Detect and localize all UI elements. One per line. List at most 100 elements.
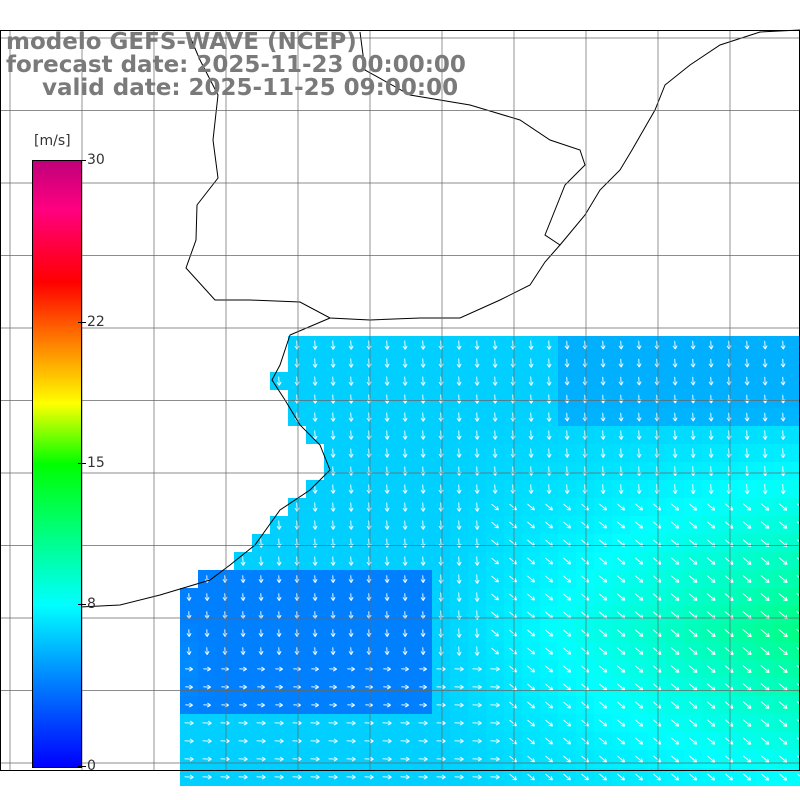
wind-arrow — [760, 647, 770, 656]
wind-arrow — [490, 720, 500, 726]
wind-arrow — [580, 593, 590, 601]
valid-date: valid date: 2025-11-25 09:00:00 — [42, 75, 459, 101]
wind-arrow — [527, 737, 535, 745]
wind-arrow — [220, 720, 230, 726]
wind-arrow — [545, 503, 553, 511]
wind-arrow — [528, 412, 534, 422]
wind-arrow — [708, 412, 714, 422]
wind-arrow — [546, 412, 552, 422]
wind-arrow — [456, 556, 462, 566]
wind-arrow — [581, 503, 590, 511]
colorbar-tick-label: 0 — [87, 758, 96, 774]
colorbar-unit: [m/s] — [34, 133, 71, 149]
wind-arrow — [491, 593, 499, 601]
wind-speed-field — [180, 336, 800, 786]
wind-arrow — [599, 755, 608, 763]
wind-arrow — [563, 773, 571, 781]
wind-arrow — [491, 647, 499, 655]
wind-arrow — [186, 593, 192, 601]
wind-arrow — [796, 773, 800, 777]
wind-arrow — [527, 629, 536, 637]
wind-arrow — [762, 484, 768, 495]
wind-arrow — [384, 340, 390, 350]
wind-arrow — [312, 593, 318, 601]
wind-arrow — [690, 358, 696, 368]
wind-arrow — [672, 430, 678, 440]
wind-arrow — [744, 484, 750, 495]
wind-arrow — [418, 720, 428, 726]
wind-arrow — [778, 773, 788, 781]
wind-arrow — [634, 665, 644, 673]
wind-arrow — [706, 665, 716, 673]
wind-arrow — [760, 737, 770, 745]
colorbar-tick-label: 30 — [87, 152, 105, 168]
wind-arrow — [796, 665, 800, 669]
wind-arrow — [329, 684, 337, 690]
wind-arrow — [202, 720, 212, 726]
colorbar-tick-label: 15 — [87, 455, 105, 471]
wind-arrow — [420, 556, 426, 566]
wind-arrow — [670, 557, 680, 565]
wind-arrow — [384, 575, 390, 583]
wind-arrow — [330, 647, 336, 655]
wind-arrow — [330, 412, 336, 422]
wind-arrow — [509, 593, 518, 601]
wind-arrow — [760, 557, 770, 565]
wind-arrow — [472, 756, 482, 762]
wind-arrow — [580, 557, 590, 565]
wind-arrow — [618, 484, 624, 494]
wind-arrow — [742, 503, 752, 511]
wind-arrow — [401, 666, 409, 672]
wind-arrow — [330, 376, 336, 386]
wind-arrow — [220, 756, 230, 762]
wind-arrow — [274, 756, 284, 762]
wind-arrow — [474, 340, 480, 350]
wind-arrow — [509, 683, 517, 691]
wind-arrow — [436, 738, 446, 744]
wind-arrow — [474, 448, 480, 458]
wind-arrow — [778, 737, 788, 745]
wind-arrow — [563, 575, 572, 583]
wind-arrow — [382, 774, 392, 780]
wind-arrow — [490, 684, 500, 690]
wind-arrow — [760, 701, 770, 709]
wind-arrow — [436, 684, 446, 690]
wind-arrow — [328, 720, 338, 726]
wind-arrow — [563, 683, 572, 691]
inland-border — [359, 31, 586, 246]
wind-arrow — [778, 557, 788, 565]
wind-arrow — [312, 520, 318, 530]
wind-arrow — [509, 575, 518, 583]
wind-arrow — [618, 376, 624, 386]
wind-arrow — [618, 412, 624, 422]
wind-arrow — [420, 629, 426, 637]
wind-arrow — [599, 521, 608, 529]
wind-arrow — [312, 376, 318, 386]
wind-arrow — [456, 430, 462, 440]
wind-arrow — [456, 412, 462, 422]
wind-arrow — [384, 520, 390, 530]
wind-arrow — [616, 557, 626, 565]
wind-arrow — [724, 719, 734, 727]
wind-arrow — [184, 738, 194, 744]
colorbar-tick-mark — [78, 463, 86, 464]
colorbar-tick-mark — [78, 321, 86, 323]
wind-arrow — [600, 358, 606, 368]
wind-arrow — [348, 376, 354, 386]
wind-arrow — [706, 701, 716, 709]
wind-arrow — [436, 756, 446, 762]
wind-arrow — [672, 484, 678, 495]
wind-arrow — [420, 412, 426, 422]
wind-arrow — [689, 773, 698, 781]
wind-arrow — [312, 556, 318, 566]
wind-arrow — [598, 575, 608, 583]
wind-arrow — [690, 430, 696, 440]
wind-cell — [792, 444, 800, 462]
wind-arrow — [636, 412, 642, 422]
wind-arrow — [562, 665, 572, 673]
wind-arrow — [402, 629, 408, 637]
wind-arrow — [312, 647, 318, 655]
wind-cell — [792, 606, 800, 624]
wind-arrow — [598, 665, 608, 673]
wind-arrow — [796, 755, 800, 759]
